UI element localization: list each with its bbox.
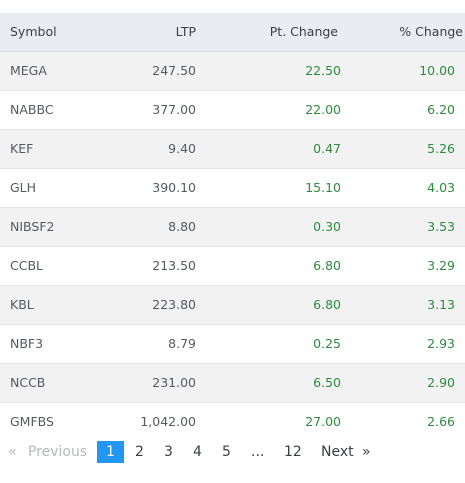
header-row: Symbol LTP Pt. Change % Change xyxy=(0,13,465,52)
table-row[interactable]: NIBSF2 8.80 0.30 3.53 xyxy=(0,207,465,247)
cell-pt-change: 6.50 xyxy=(207,363,341,403)
cell-ltp: 377.00 xyxy=(110,90,207,130)
cell-ltp: 8.79 xyxy=(110,324,207,364)
gainers-table: Symbol LTP Pt. Change % Change MEGA 247.… xyxy=(0,13,465,441)
cell-pct-change: 5.26 xyxy=(341,129,465,169)
column-header-ltp[interactable]: LTP xyxy=(110,13,207,52)
cell-symbol[interactable]: CCBL xyxy=(0,246,110,286)
table-row[interactable]: CCBL 213.50 6.80 3.29 xyxy=(0,246,465,286)
first-arrow-icon: « xyxy=(8,444,17,460)
cell-pct-change: 2.90 xyxy=(341,363,465,403)
table-body: MEGA 247.50 22.50 10.00 NABBC 377.00 22.… xyxy=(0,51,465,441)
page-4-button[interactable]: 4 xyxy=(193,444,202,460)
cell-symbol[interactable]: KEF xyxy=(0,129,110,169)
pagination-ellipsis: ... xyxy=(251,444,265,460)
table-row[interactable]: NBF3 8.79 0.25 2.93 xyxy=(0,324,465,364)
cell-pct-change: 10.00 xyxy=(341,51,465,91)
page-3-button[interactable]: 3 xyxy=(164,444,173,460)
cell-ltp: 223.80 xyxy=(110,285,207,325)
cell-symbol[interactable]: NIBSF2 xyxy=(0,207,110,247)
column-header-symbol[interactable]: Symbol xyxy=(0,13,110,52)
page-12-button[interactable]: 12 xyxy=(284,444,302,460)
page-2-button[interactable]: 2 xyxy=(135,444,144,460)
cell-ltp: 213.50 xyxy=(110,246,207,286)
cell-ltp: 9.40 xyxy=(110,129,207,169)
cell-pt-change: 6.80 xyxy=(207,246,341,286)
column-header-pct-change[interactable]: % Change xyxy=(341,13,465,52)
cell-pct-change: 3.13 xyxy=(341,285,465,325)
table-header: Symbol LTP Pt. Change % Change xyxy=(0,13,465,52)
page-5-button[interactable]: 5 xyxy=(222,444,231,460)
cell-symbol[interactable]: KBL xyxy=(0,285,110,325)
cell-ltp: 390.10 xyxy=(110,168,207,208)
cell-pct-change: 3.53 xyxy=(341,207,465,247)
table-row[interactable]: NABBC 377.00 22.00 6.20 xyxy=(0,90,465,130)
table-row[interactable]: GMFBS 1,042.00 27.00 2.66 xyxy=(0,402,465,441)
cell-pt-change: 22.50 xyxy=(207,51,341,91)
cell-ltp: 247.50 xyxy=(110,51,207,91)
table-row[interactable]: NCCB 231.00 6.50 2.90 xyxy=(0,363,465,403)
cell-symbol[interactable]: GLH xyxy=(0,168,110,208)
cell-pt-change: 0.47 xyxy=(207,129,341,169)
cell-pct-change: 6.20 xyxy=(341,90,465,130)
cell-pt-change: 0.25 xyxy=(207,324,341,364)
column-header-pt-change[interactable]: Pt. Change xyxy=(207,13,341,52)
previous-page-button: Previous xyxy=(28,444,88,460)
cell-ltp: 8.80 xyxy=(110,207,207,247)
cell-pct-change: 3.29 xyxy=(341,246,465,286)
table-row[interactable]: GLH 390.10 15.10 4.03 xyxy=(0,168,465,208)
table-row[interactable]: KEF 9.40 0.47 5.26 xyxy=(0,129,465,169)
cell-ltp: 231.00 xyxy=(110,363,207,403)
next-page-button[interactable]: Next xyxy=(321,444,354,460)
cell-symbol[interactable]: MEGA xyxy=(0,51,110,91)
cell-pct-change: 2.66 xyxy=(427,414,455,430)
table-row[interactable]: KBL 223.80 6.80 3.13 xyxy=(0,285,465,325)
cell-symbol[interactable]: NABBC xyxy=(0,90,110,130)
cell-pct-change: 2.93 xyxy=(341,324,465,364)
cell-symbol[interactable]: GMFBS xyxy=(10,414,54,430)
cell-pt-change: 6.80 xyxy=(207,285,341,325)
cell-pt-change: 0.30 xyxy=(207,207,341,247)
cell-pt-change: 22.00 xyxy=(207,90,341,130)
cell-symbol[interactable]: NCCB xyxy=(0,363,110,403)
table-row[interactable]: MEGA 247.50 22.50 10.00 xyxy=(0,51,465,91)
cell-ltp: 1,042.00 xyxy=(140,414,196,430)
page-1-button[interactable]: 1 xyxy=(97,441,124,463)
cell-pt-change: 27.00 xyxy=(305,414,341,430)
cell-symbol[interactable]: NBF3 xyxy=(0,324,110,364)
pagination: « Previous 1 2 3 4 5 ... 12 Next » xyxy=(0,441,465,463)
last-arrow-icon[interactable]: » xyxy=(362,444,371,460)
cell-pt-change: 15.10 xyxy=(207,168,341,208)
cell-pct-change: 4.03 xyxy=(341,168,465,208)
